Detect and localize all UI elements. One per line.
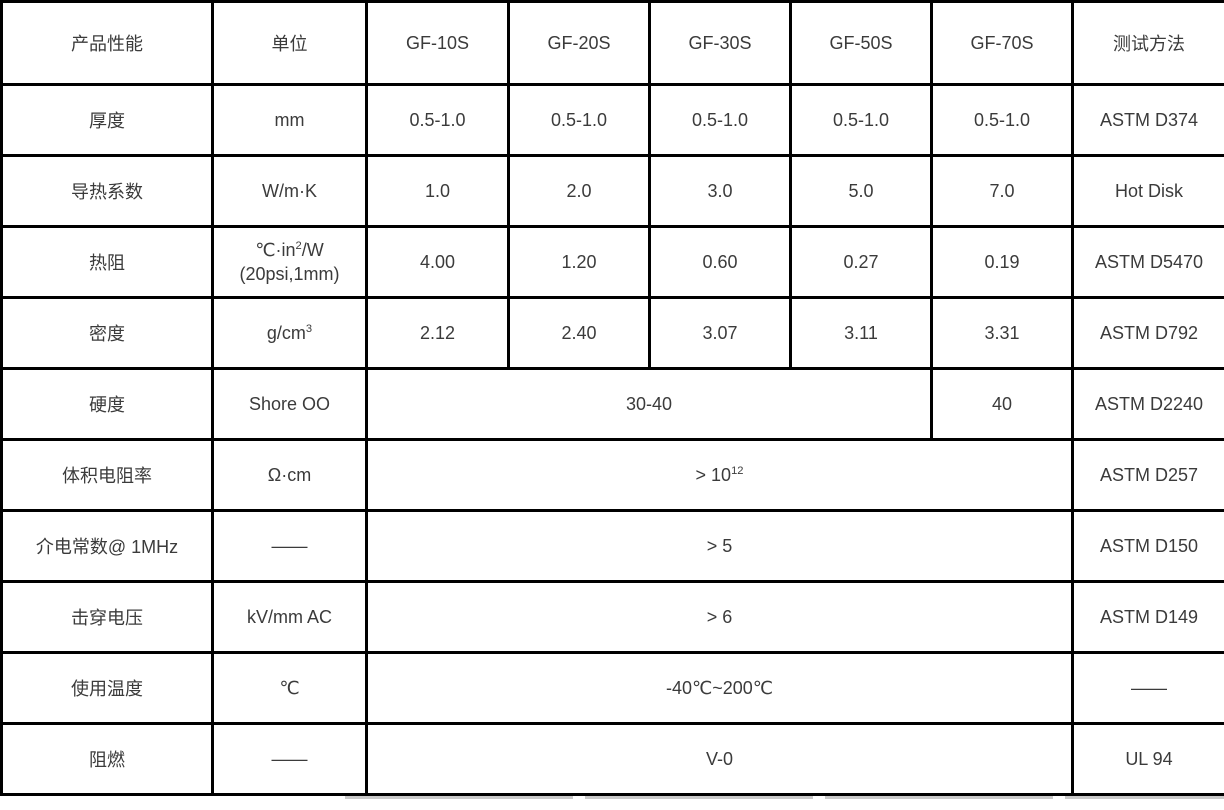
row-label-dielectric-constant: 介电常数@ 1MHz [0,509,214,583]
value-thermal-conductivity-gf10s: 1.0 [365,154,510,228]
unit-volume-resistivity: Ω·cm [211,438,368,512]
row-operating-temperature: 使用温度 ℃ -40℃~200℃ —— [0,651,1224,725]
value-thickness-gf50s: 0.5-1.0 [789,83,933,157]
row-label-thermal-conductivity: 导热系数 [0,154,214,228]
row-label-thickness: 厚度 [0,83,214,157]
value-thermal-conductivity-gf30s: 3.0 [648,154,792,228]
value-flame-retardancy-span: V-0 [365,722,1074,796]
unit-text: ℃·in [255,239,296,260]
value-thermal-conductivity-gf50s: 5.0 [789,154,933,228]
value-dielectric-constant-span: > 5 [365,509,1074,583]
row-flame-retardancy: 阻燃 —— V-0 UL 94 [0,722,1224,796]
unit-text: /W [301,239,324,260]
value-thermal-resistance-gf10s: 4.00 [365,225,510,299]
method-thermal-conductivity: Hot Disk [1071,154,1224,228]
row-label-hardness: 硬度 [0,367,214,441]
row-label-operating-temperature: 使用温度 [0,651,214,725]
row-label-flame-retardancy: 阻燃 [0,722,214,796]
value-thermal-resistance-gf50s: 0.27 [789,225,933,299]
table-header-row: 产品性能 单位 GF-10S GF-20S GF-30S GF-50S GF-7… [0,0,1224,86]
unit-breakdown-voltage: kV/mm AC [211,580,368,654]
row-label-density: 密度 [0,296,214,370]
row-thickness: 厚度 mm 0.5-1.0 0.5-1.0 0.5-1.0 0.5-1.0 0.… [0,83,1224,157]
value-hardness-gf70s: 40 [930,367,1074,441]
header-property: 产品性能 [0,0,214,86]
row-label-volume-resistivity: 体积电阻率 [0,438,214,512]
value-operating-temperature-span: -40℃~200℃ [365,651,1074,725]
unit-operating-temperature: ℃ [211,651,368,725]
row-hardness: 硬度 Shore OO 30-40 40 ASTM D2240 [0,367,1224,441]
unit-text: g/cm [266,322,306,343]
method-breakdown-voltage: ASTM D149 [1071,580,1224,654]
value-density-gf50s: 3.11 [789,296,933,370]
value-superscript: 12 [731,464,744,477]
row-volume-resistivity: 体积电阻率 Ω·cm > 1012 ASTM D257 [0,438,1224,512]
value-volume-resistivity-span: > 1012 [365,438,1074,512]
row-label-thermal-resistance: 热阻 [0,225,214,299]
header-unit: 单位 [211,0,368,86]
value-thickness-gf20s: 0.5-1.0 [507,83,651,157]
unit-thermal-resistance: ℃·in2/W (20psi,1mm) [211,225,368,299]
header-model-gf50s: GF-50S [789,0,933,86]
method-thickness: ASTM D374 [1071,83,1224,157]
unit-thickness: mm [211,83,368,157]
method-thermal-resistance: ASTM D5470 [1071,225,1224,299]
header-model-gf20s: GF-20S [507,0,651,86]
row-label-breakdown-voltage: 击穿电压 [0,580,214,654]
value-thermal-resistance-gf20s: 1.20 [507,225,651,299]
row-thermal-conductivity: 导热系数 W/m·K 1.0 2.0 3.0 5.0 7.0 Hot Disk [0,154,1224,228]
value-thermal-conductivity-gf70s: 7.0 [930,154,1074,228]
value-hardness-span: 30-40 [365,367,933,441]
value-thickness-gf10s: 0.5-1.0 [365,83,510,157]
value-density-gf20s: 2.40 [507,296,651,370]
header-method: 测试方法 [1071,0,1224,86]
method-volume-resistivity: ASTM D257 [1071,438,1224,512]
unit-thermal-resistance-line1: ℃·in2/W [216,238,363,262]
value-thickness-gf30s: 0.5-1.0 [648,83,792,157]
value-density-gf70s: 3.31 [930,296,1074,370]
unit-thermal-resistance-line2: (20psi,1mm) [239,264,340,284]
value-thermal-conductivity-gf20s: 2.0 [507,154,651,228]
value-thickness-gf70s: 0.5-1.0 [930,83,1074,157]
method-operating-temperature: —— [1071,651,1224,725]
header-model-gf30s: GF-30S [648,0,792,86]
unit-flame-retardancy: —— [211,722,368,796]
value-breakdown-voltage-span: > 6 [365,580,1074,654]
row-dielectric-constant: 介电常数@ 1MHz —— > 5 ASTM D150 [0,509,1224,583]
unit-superscript: 2 [295,239,302,252]
unit-superscript: 3 [305,322,313,335]
value-density-gf10s: 2.12 [365,296,510,370]
unit-thermal-conductivity: W/m·K [211,154,368,228]
cropped-next-row-artifact [345,796,1224,799]
header-model-gf70s: GF-70S [930,0,1074,86]
method-hardness: ASTM D2240 [1071,367,1224,441]
header-model-gf10s: GF-10S [365,0,510,86]
unit-density: g/cm3 [211,296,368,370]
value-text: > 10 [695,464,732,485]
method-density: ASTM D792 [1071,296,1224,370]
method-dielectric-constant: ASTM D150 [1071,509,1224,583]
method-flame-retardancy: UL 94 [1071,722,1224,796]
value-thermal-resistance-gf30s: 0.60 [648,225,792,299]
row-density: 密度 g/cm3 2.12 2.40 3.07 3.11 3.31 ASTM D… [0,296,1224,370]
value-thermal-resistance-gf70s: 0.19 [930,225,1074,299]
unit-dielectric-constant: —— [211,509,368,583]
row-breakdown-voltage: 击穿电压 kV/mm AC > 6 ASTM D149 [0,580,1224,654]
value-density-gf30s: 3.07 [648,296,792,370]
row-thermal-resistance: 热阻 ℃·in2/W (20psi,1mm) 4.00 1.20 0.60 0.… [0,225,1224,299]
unit-hardness: Shore OO [211,367,368,441]
